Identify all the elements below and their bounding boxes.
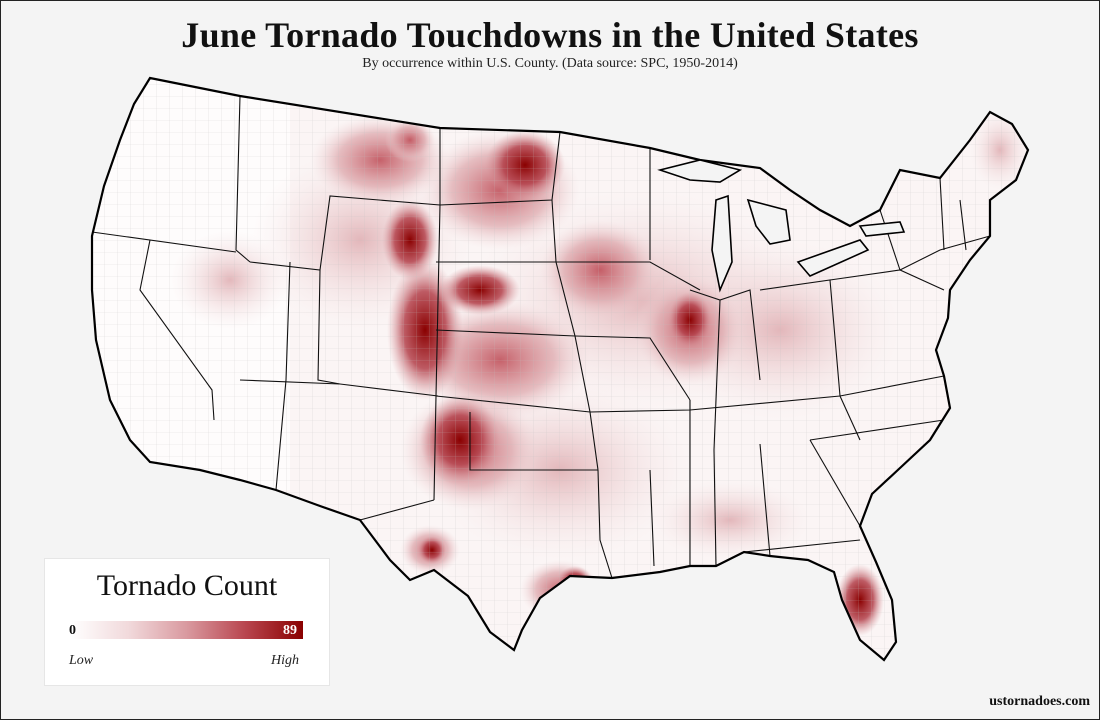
legend-low-label: Low [69, 653, 94, 668]
legend-min-value: 0 [69, 623, 76, 638]
legend-title: Tornado Count [96, 569, 278, 602]
map-subtitle: By occurrence within U.S. County. (Data … [362, 56, 738, 71]
great-lakes [657, 159, 906, 293]
legend-color-ramp [71, 621, 303, 639]
map-title: June Tornado Touchdowns in the United St… [181, 15, 919, 55]
source-credit: ustornadoes.com [989, 694, 1090, 709]
legend: Tornado Count 0 89 Low High [44, 558, 330, 686]
legend-max-value: 89 [283, 623, 297, 638]
legend-high-label: High [271, 653, 299, 668]
